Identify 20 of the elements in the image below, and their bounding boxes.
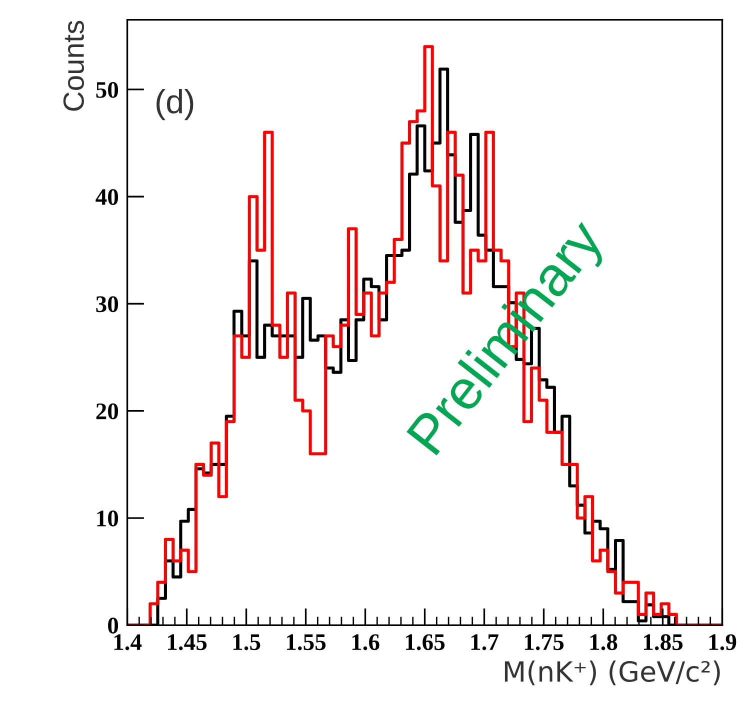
annotation: (d) <box>156 89 194 120</box>
x-axis-title: M(nK⁺) (GeV/c²) <box>504 660 720 686</box>
y-tick-label: 30 <box>96 296 118 312</box>
x-tick-label: 1.55 <box>287 634 326 650</box>
x-tick-label: 1.4 <box>114 634 142 650</box>
x-tick-label: 1.8 <box>590 634 618 650</box>
x-tick-label: 1.6 <box>352 634 380 650</box>
y-tick-label: 20 <box>96 403 118 420</box>
x-tick-label: 1.75 <box>524 634 564 650</box>
y-tick-label: 0 <box>108 618 118 634</box>
y-tick-label: 40 <box>96 189 118 206</box>
x-tick-label: 1.9 <box>709 634 736 650</box>
x-tick-label: 1.7 <box>471 634 498 650</box>
x-tick-label: 1.45 <box>168 634 207 650</box>
y-tick-label: 50 <box>96 82 118 98</box>
x-tick-label: 1.65 <box>406 634 445 650</box>
y-axis-title: Counts <box>63 20 84 111</box>
y-tick-label: 10 <box>97 510 118 526</box>
x-tick-label: 1.5 <box>233 634 260 650</box>
x-tick-label: 1.85 <box>644 634 683 650</box>
